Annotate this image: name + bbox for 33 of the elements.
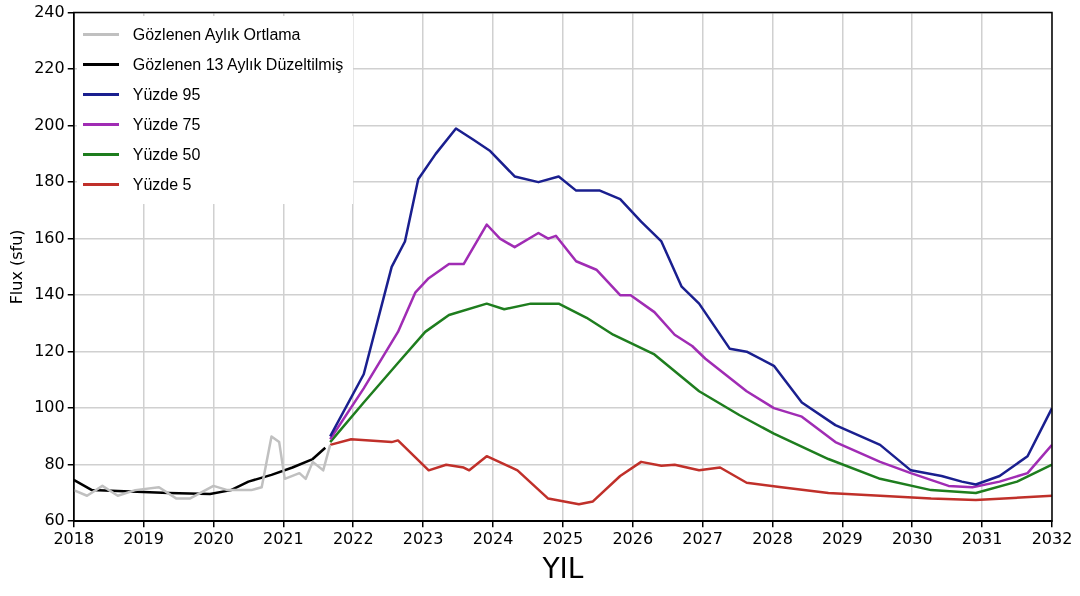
y-tick-label: 200: [34, 114, 65, 134]
legend-label: Gözlenen 13 Aylık Düzeltilmiş: [132, 55, 344, 74]
x-tick-label: 2032: [1031, 528, 1073, 548]
x-tick-label: 2021: [263, 528, 304, 548]
y-tick-label: 180: [34, 171, 65, 191]
x-tick-label: 2024: [472, 528, 514, 548]
x-tick-label: 2028: [752, 528, 793, 548]
legend-label: Yüzde 95: [132, 85, 201, 104]
y-tick-label: 100: [34, 397, 65, 417]
y-tick-label: 160: [34, 227, 65, 247]
x-tick-label: 2027: [682, 528, 723, 548]
y-axis-title: Flux (sfu): [6, 229, 26, 305]
y-tick-label: 140: [34, 284, 65, 304]
x-tick-label: 2031: [961, 528, 1003, 548]
x-tick-label: 2030: [891, 528, 933, 548]
y-tick-label: 120: [34, 340, 65, 360]
x-tick-label: 2023: [402, 528, 444, 548]
x-tick-label: 2019: [123, 528, 164, 548]
legend-label: Yüzde 5: [132, 175, 192, 194]
y-tick-label: 220: [34, 58, 65, 78]
legend-label: Yüzde 75: [132, 115, 201, 134]
legend-label: Yüzde 50: [132, 145, 201, 164]
x-axis-title: YIL: [541, 552, 584, 586]
x-tick-label: 2018: [53, 528, 95, 548]
x-tick-label: 2029: [822, 528, 863, 548]
y-tick-label: 240: [34, 1, 65, 21]
y-tick-label: 60: [44, 510, 65, 530]
x-tick-label: 2022: [332, 528, 374, 548]
x-tick-label: 2025: [542, 528, 584, 548]
x-tick-label: 2026: [612, 528, 654, 548]
legend-label: Gözlenen Aylık Ortlama: [132, 25, 301, 44]
y-tick-label: 80: [44, 453, 65, 473]
x-tick-label: 2020: [193, 528, 234, 548]
